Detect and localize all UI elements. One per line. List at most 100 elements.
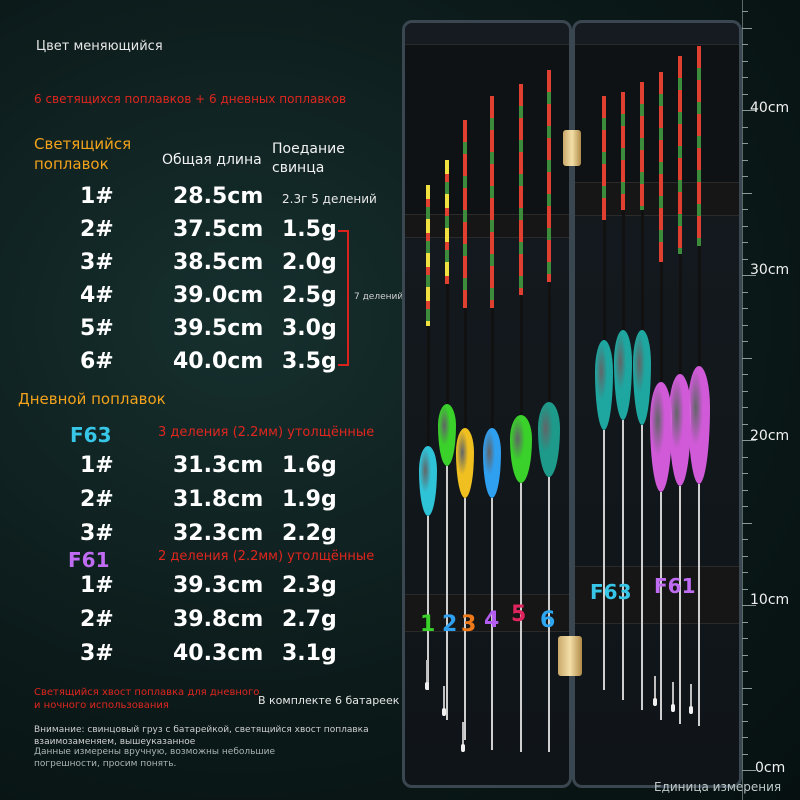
row-length: 39.3cm — [173, 573, 264, 598]
float-tip — [640, 82, 644, 210]
float-tip — [519, 84, 523, 295]
box-number: 6 — [540, 608, 556, 633]
ruler-label: 40cm — [750, 100, 790, 116]
col-lead-header: Поедание свинца — [272, 141, 345, 176]
float-pin — [461, 722, 465, 752]
float-stem — [520, 483, 522, 752]
ruler-tick — [742, 126, 748, 128]
unit-label: Единица измерения — [654, 780, 782, 794]
row-length: 32.3cm — [173, 521, 264, 546]
float-tip — [621, 92, 625, 210]
f61-note: 2 деления (2.2мм) утолщённые — [158, 549, 375, 564]
row-id: 6# — [80, 349, 114, 374]
float-bulb — [688, 366, 710, 484]
ruler-tick — [742, 654, 748, 656]
ruler-tick — [742, 242, 748, 243]
f61-label: F61 — [68, 548, 110, 572]
ruler-tick — [742, 324, 748, 326]
float-bulb — [595, 340, 613, 430]
ruler-tick — [742, 209, 748, 210]
ruler-line — [742, 0, 743, 800]
float-stem — [491, 498, 493, 750]
ruler-tick — [742, 291, 748, 293]
ruler-tick — [742, 275, 756, 276]
ruler-tick — [742, 225, 748, 227]
float-stem — [698, 484, 700, 726]
ruler-tick — [742, 60, 748, 62]
ruler-tick — [742, 44, 748, 45]
tail-note: Светящийся хвост поплавка для дневного и… — [34, 687, 260, 711]
row-id: 4# — [80, 283, 114, 308]
float-pin — [442, 686, 446, 716]
ruler-label: 30cm — [750, 262, 790, 278]
foam-bottom-left — [405, 594, 569, 632]
row-id: 2# — [80, 217, 114, 242]
float-tip — [445, 160, 449, 284]
float-pin — [671, 682, 675, 712]
float-stem — [603, 430, 605, 690]
float-tip — [602, 96, 606, 220]
float-tip — [426, 185, 430, 326]
row-id: 1# — [80, 453, 114, 478]
ruler-tick — [742, 77, 748, 78]
f63-note: 3 деления (2.2мм) утолщённые — [158, 425, 375, 440]
ruler-label: 20cm — [750, 428, 790, 444]
row-id: 1# — [80, 184, 114, 209]
ruler-tick — [742, 737, 748, 738]
row-id: 2# — [80, 607, 114, 632]
box-number: 5 — [511, 602, 527, 627]
foam-bottom-right — [575, 566, 739, 624]
float-stem — [548, 477, 550, 752]
float-bulb — [614, 330, 632, 420]
row-length: 40.3cm — [173, 641, 264, 666]
ruler-label: 0cm — [755, 760, 786, 776]
ruler-tick — [742, 93, 748, 95]
float-body — [622, 210, 625, 330]
ruler-tick — [742, 176, 748, 177]
box-number: 1 — [420, 612, 436, 637]
row-lead: 3.0g — [282, 316, 337, 341]
float-body — [641, 210, 644, 330]
ruler-tick — [742, 341, 748, 342]
ruler-tick — [742, 390, 748, 392]
f63-label: F63 — [70, 423, 112, 447]
bracket-note: 7 делений — [354, 292, 404, 302]
row-length: 28.5cm — [173, 184, 264, 209]
float-tip — [659, 72, 663, 262]
float-tip — [678, 56, 682, 254]
box-number: 2 — [442, 612, 458, 637]
float-body — [491, 308, 494, 428]
float-bulb — [538, 402, 560, 477]
row-id: 3# — [80, 521, 114, 546]
ruler-tick — [742, 374, 748, 375]
ruler-tick — [742, 489, 748, 491]
float-tip — [697, 46, 701, 246]
ruler-tick — [742, 258, 748, 260]
ruler-tick — [742, 192, 752, 194]
row-id: 3# — [80, 641, 114, 666]
float-body — [427, 326, 430, 446]
float-tip — [547, 70, 551, 282]
ruler-tick — [742, 423, 748, 425]
battery-note: В комплекте 6 батареек — [258, 694, 400, 707]
hinge-top — [563, 130, 581, 166]
subheader-text: 6 светящихся поплавков + 6 дневных попла… — [34, 92, 347, 106]
row-lead: 2.7g — [282, 607, 337, 632]
row-lead: 1.5g — [282, 217, 337, 242]
row-lead: 3.5g — [282, 349, 337, 374]
row-length: 40.0cm — [173, 349, 264, 374]
ruler-tick — [742, 522, 752, 524]
ruler — [742, 0, 800, 800]
ruler-tick — [742, 27, 752, 29]
lead-bracket — [338, 230, 349, 366]
ruler-tick — [742, 555, 748, 557]
ruler-tick — [742, 506, 748, 507]
ruler-tick — [742, 143, 748, 144]
float-bulb — [419, 446, 437, 516]
foam-strip-left — [405, 214, 569, 238]
first-row-note: 2.3г 5 делений — [282, 192, 377, 206]
float-stem — [464, 498, 466, 740]
ruler-tick — [742, 357, 752, 359]
float-body — [520, 295, 523, 415]
float-stem — [427, 516, 429, 690]
